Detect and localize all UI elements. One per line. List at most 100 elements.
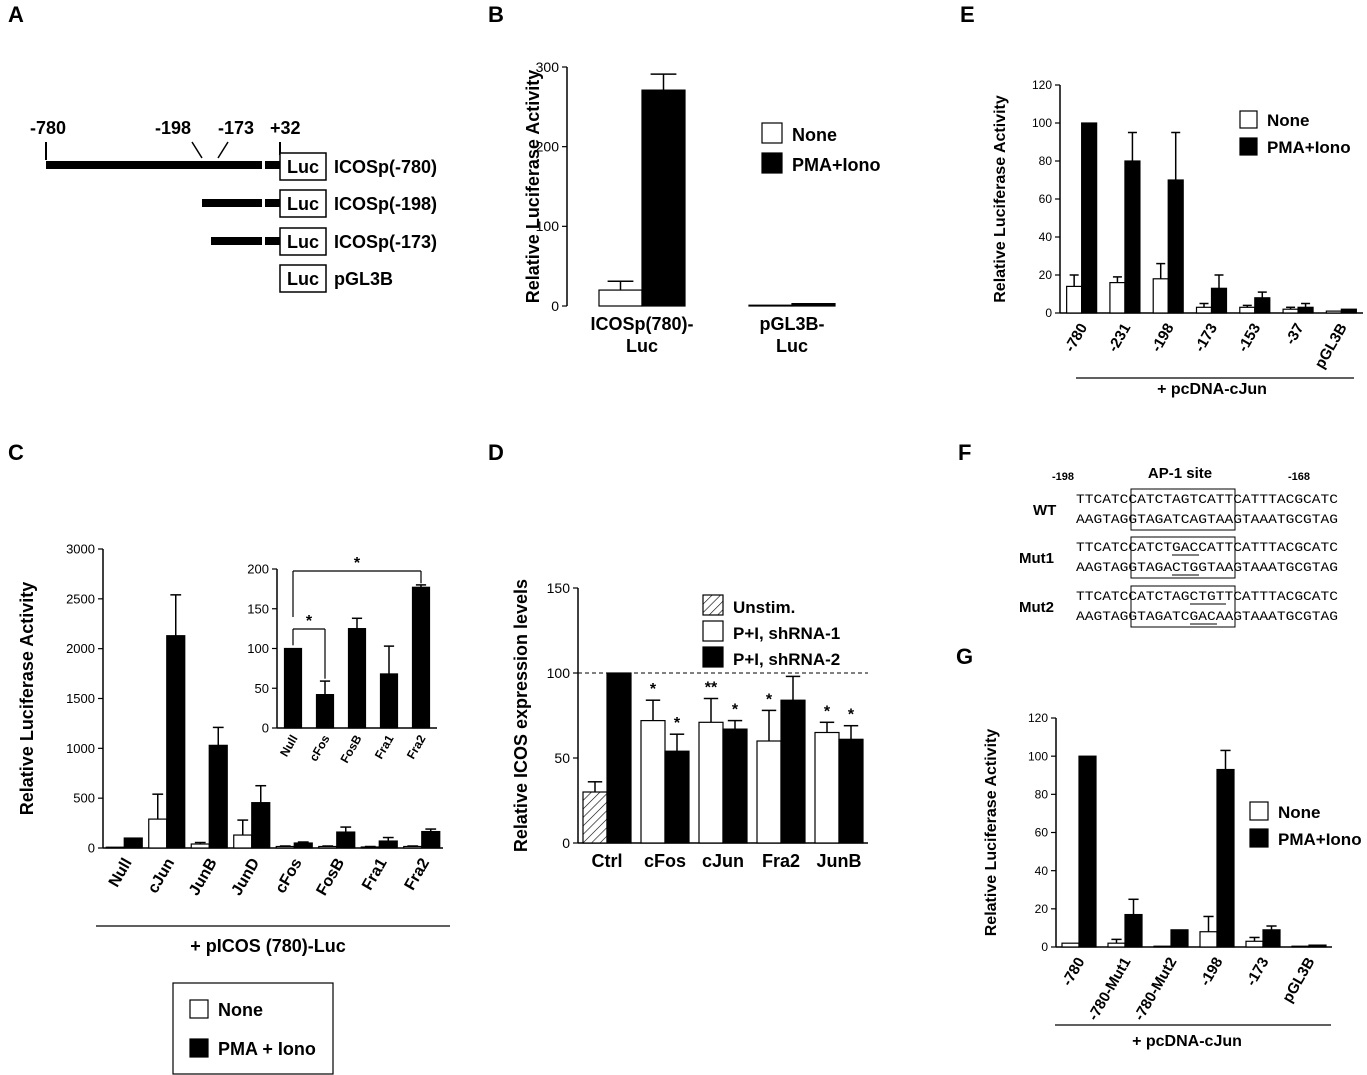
x-tick-label-null: Null [277, 733, 300, 760]
legend-label-none: None [1267, 111, 1310, 130]
y-tick-label: 1000 [66, 741, 95, 756]
promoter-bar-780 [46, 161, 262, 169]
bar-ctrl-p-i-shrna-2 [606, 672, 632, 844]
y-tick-label: 100 [247, 641, 269, 656]
x-tick-label-cfos: cFos [644, 851, 686, 871]
x-axis-label: + pcDNA-cJun [1132, 1033, 1242, 1050]
bar-153-none [1239, 306, 1256, 314]
bar-173-none [1245, 940, 1264, 948]
x-tick-label-cjun: cJun [145, 856, 178, 897]
significance-mark: * [766, 691, 773, 708]
luc-label-2: Luc [287, 194, 319, 214]
x-tick-label-153: -153 [1235, 321, 1265, 356]
panel-letter-c: C [8, 440, 24, 465]
panel-letter-f: F [958, 440, 971, 465]
bar-cfos-pma-iono [293, 842, 313, 849]
bar-jund-pma-iono [251, 802, 271, 849]
legend-label-p-i-shrna-1: P+I, shRNA-1 [733, 624, 840, 643]
bar-780-pma-iono [1078, 755, 1097, 948]
bar-pgl3b-luc-pma-iono [791, 303, 836, 307]
significance-mark: * [354, 555, 361, 572]
luc-label-4: Luc [287, 269, 319, 289]
y-tick-label: 120 [1032, 78, 1052, 92]
luc-label-3: Luc [287, 232, 319, 252]
legend-label-pma-iono: PMA+Iono [792, 155, 881, 175]
bar-198-pma-iono [1216, 768, 1235, 948]
bar-198-none [1152, 278, 1169, 314]
legend-swatch-p-i-shrna-1 [702, 620, 724, 642]
promoter-bar-780-end [265, 161, 280, 169]
seq-mut2-top: TTCATCCATCTAGCTGTTCATTTACGCATC [1076, 590, 1338, 604]
bar-780-mut1-pma-iono [1124, 913, 1143, 948]
x-tick-label-pgl3b-luc: Luc [776, 336, 808, 356]
chart-g: 0 20 40 60 80 100 120 Relative Luciferase Activ… [983, 711, 1362, 1050]
promoter-bar-173 [211, 237, 262, 245]
legend-swatch-pma-iono [1239, 137, 1258, 156]
bar-fra1-series [379, 673, 399, 729]
y-tick-label: 0 [562, 835, 570, 851]
bar-780-mut2-none [1153, 945, 1172, 948]
bar-junb-pma-iono [208, 744, 228, 849]
legend-swatch-p-i-shrna-2 [702, 646, 724, 668]
y-axis-label: Relative Luciferase Activity [983, 729, 1000, 937]
legend-swatch-unstim [702, 594, 724, 616]
seq-row-name-mut2: Mut2 [1019, 599, 1054, 616]
x-tick-label-780-mut2: -780-Mut2 [1131, 955, 1181, 1024]
x-tick-label-pgl3b: pGL3B [1312, 320, 1351, 371]
bar-780-none [1066, 285, 1083, 314]
significance-mark: * [674, 715, 681, 732]
legend-label-unstim: Unstim. [733, 598, 795, 617]
panel-a-construct-diagram: -780 -198 -173 +32 Luc ICOSp(-780) Luc I… [30, 118, 437, 293]
x-tick-label-fosb: FosB [337, 732, 364, 765]
x-tick-label-fra1: Fra1 [359, 855, 391, 893]
bar-fosb-series [347, 628, 367, 729]
bar-780-mut1-none [1107, 942, 1126, 948]
legend-label-p-i-shrna-2: P+I, shRNA-2 [733, 650, 840, 669]
x-tick-label-junb: JunB [817, 851, 862, 871]
panel-letter-a: A [8, 2, 24, 27]
luc-box-3 [279, 227, 327, 256]
bar-cfos-p-i-shrna-2 [664, 750, 690, 844]
bar-198-none [1199, 931, 1218, 948]
bar-pgl3b-pma-iono [1308, 944, 1327, 948]
significance-mark: * [306, 613, 313, 630]
bar-fra2-series [411, 586, 431, 729]
x-axis-label: + pcDNA-cJun [1157, 381, 1267, 398]
y-tick-label: 20 [1039, 268, 1053, 282]
bar-231-pma-iono [1124, 160, 1141, 314]
panel-letter-g: G [956, 644, 973, 669]
bar-null-series [283, 647, 303, 729]
sequence-end-label: -168 [1288, 471, 1310, 483]
y-tick-label: 0 [88, 841, 95, 856]
y-axis-label: Relative Luciferase Activity [523, 70, 543, 303]
y-tick-label: 2500 [66, 591, 95, 606]
bar-173-none [1195, 306, 1213, 314]
seq-wt-top: TTCATCCATCTAGTCATTCATTTACGCATC [1076, 493, 1338, 507]
construct-label-198: ICOSp(-198) [334, 194, 437, 214]
x-tick-label-fra2: Fra2 [402, 855, 434, 893]
y-tick-label: 100 [536, 218, 560, 234]
bar-ctrl-unstim [582, 791, 608, 844]
y-tick-label: 500 [73, 791, 95, 806]
y-tick-label: 200 [536, 139, 560, 155]
x-tick-label-fra2: Fra2 [762, 851, 800, 871]
panel-f-sequence-alignment: -198 -168 AP-1 site WT TTCATCCATCTAGTCAT… [1019, 465, 1338, 628]
seq-wt-bottom: AAGTAGGTAGATCAGTAAGTAAATGCGTAG [1076, 513, 1338, 527]
position-label-780: -780 [30, 118, 66, 138]
legend-swatch-pma-iono [189, 1038, 209, 1058]
bar-37-none [1282, 308, 1299, 314]
y-tick-label: 40 [1039, 230, 1053, 244]
y-tick-label: 3000 [66, 542, 95, 557]
bar-cjun-p-i-shrna-1 [698, 721, 724, 844]
position-label-198: -198 [155, 118, 191, 138]
y-tick-label: 300 [536, 59, 560, 75]
x-tick-label-ctrl: Ctrl [592, 851, 623, 871]
promoter-bar-198 [202, 199, 262, 207]
x-tick-label-pgl3b-luc: pGL3B- [760, 314, 825, 334]
y-tick-label: 20 [1035, 902, 1049, 916]
bar-junb-p-i-shrna-1 [814, 731, 840, 844]
bar-153-pma-iono [1254, 297, 1271, 314]
legend-swatch-none [1239, 110, 1258, 129]
promoter-bar-173-end [265, 237, 280, 245]
